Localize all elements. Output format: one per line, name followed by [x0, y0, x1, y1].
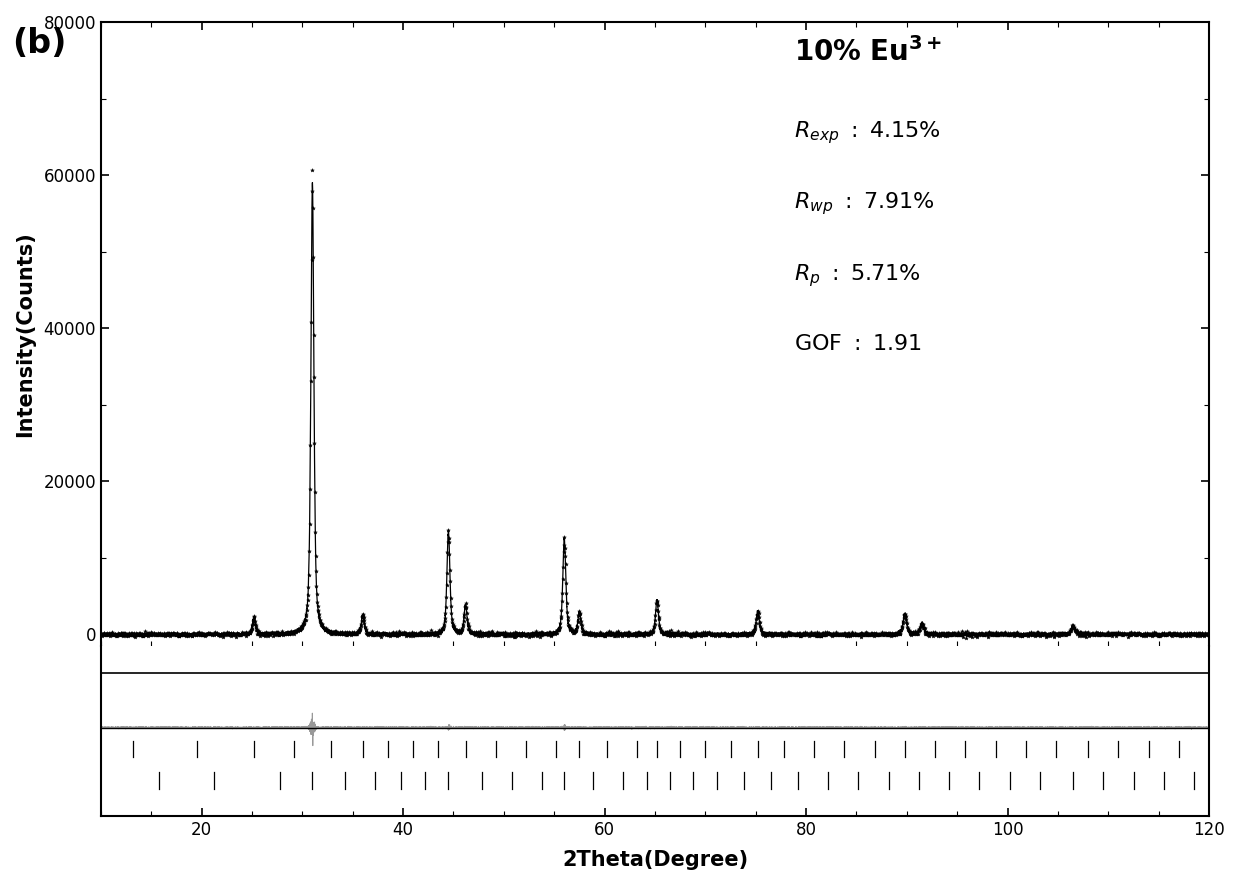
Text: (b): (b)	[12, 27, 67, 59]
Text: $\mathrm{GOF}\ :\ 1.91$: $\mathrm{GOF}\ :\ 1.91$	[794, 334, 921, 354]
Text: $\mathit{R}_{\mathit{wp}}\ :\ 7.91\%$: $\mathit{R}_{\mathit{wp}}\ :\ 7.91\%$	[794, 190, 935, 217]
Y-axis label: Intensity(Counts): Intensity(Counts)	[15, 231, 35, 437]
Text: $\mathbf{10\%\ Eu^{3+}}$: $\mathbf{10\%\ Eu^{3+}}$	[794, 37, 941, 67]
Text: $\mathit{R}_{\mathit{p}}\ :\ 5.71\%$: $\mathit{R}_{\mathit{p}}\ :\ 5.71\%$	[794, 262, 920, 289]
X-axis label: 2Theta(Degree): 2Theta(Degree)	[562, 850, 748, 870]
Text: $\mathit{R}_{\mathit{exp}}\ :\ 4.15\%$: $\mathit{R}_{\mathit{exp}}\ :\ 4.15\%$	[794, 119, 940, 145]
